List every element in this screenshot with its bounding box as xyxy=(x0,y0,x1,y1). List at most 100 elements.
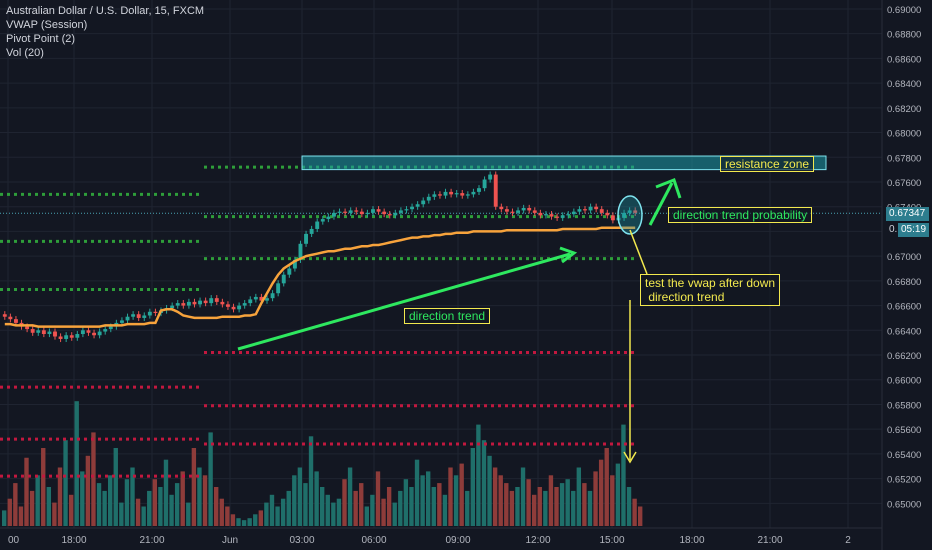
resistance-zone-label[interactable]: resistance zone xyxy=(720,156,815,172)
volume-bar xyxy=(96,483,102,526)
candle-body xyxy=(365,212,370,215)
candle-body xyxy=(225,304,230,307)
volume-bar xyxy=(108,475,113,526)
candle-body xyxy=(359,211,364,215)
candle-body xyxy=(393,212,398,216)
volume-bar xyxy=(621,424,626,526)
candle-body xyxy=(192,301,197,305)
volume-bar xyxy=(526,479,531,526)
candle-body xyxy=(449,191,454,195)
candle-body xyxy=(276,283,281,294)
volume-bar xyxy=(52,502,57,526)
time-tick-label: 18:00 xyxy=(61,535,86,546)
volume-bar xyxy=(532,494,537,526)
volume-bar xyxy=(638,506,643,526)
candle-body xyxy=(560,215,565,218)
volume-bar xyxy=(219,498,224,526)
volume-bar xyxy=(35,475,40,526)
volume-bar xyxy=(576,467,582,526)
volume-bar xyxy=(426,471,431,526)
candle-body xyxy=(181,303,186,306)
vertical-arrow-head xyxy=(623,451,637,464)
volume-bar xyxy=(598,459,604,526)
direction-trend-label[interactable]: direction trend xyxy=(404,308,491,324)
volume-bar xyxy=(571,490,576,526)
volume-bar xyxy=(147,490,152,526)
volume-bar xyxy=(269,494,275,526)
candle-body xyxy=(599,209,604,213)
price-tick-label: 0.68200 xyxy=(887,104,921,115)
candle-body xyxy=(482,179,487,189)
volume-bar xyxy=(565,479,570,526)
candle-body xyxy=(170,305,175,309)
candle-body xyxy=(53,331,57,337)
candle-body xyxy=(108,326,113,330)
volume-bar xyxy=(610,475,615,526)
candle-body xyxy=(30,329,35,333)
volume-bar xyxy=(152,479,158,526)
candle-body xyxy=(86,330,91,333)
candle-body xyxy=(527,207,532,211)
volume-bar xyxy=(559,483,565,526)
volume-bar xyxy=(308,436,314,526)
candle-body xyxy=(337,211,342,213)
price-tick-label: 0.67800 xyxy=(887,153,921,164)
indicator-pivot[interactable]: Pivot Point (2) xyxy=(6,33,76,45)
time-tick-label: 09:00 xyxy=(445,535,470,546)
volume-bar xyxy=(453,475,459,526)
direction-trend-probability-label[interactable]: direction trend probability xyxy=(668,207,813,223)
volume-bar xyxy=(520,467,526,526)
volume-bar xyxy=(604,448,609,526)
candle-body xyxy=(510,211,515,213)
candle-body xyxy=(516,210,521,213)
candle-body xyxy=(265,298,269,301)
volume-bar xyxy=(537,487,542,526)
volume-bar xyxy=(63,440,68,526)
volume-bar xyxy=(29,490,35,526)
candle-body xyxy=(521,207,526,211)
volume-bar xyxy=(437,483,442,526)
test-vwap-line-1: test the vwap after down xyxy=(645,276,776,290)
candle-body xyxy=(465,194,470,196)
volume-bar xyxy=(280,498,286,526)
price-tick-label: 0.65800 xyxy=(887,400,921,411)
volume-bar xyxy=(593,471,598,526)
time-tick-label: 21:00 xyxy=(139,535,164,546)
candle-body xyxy=(398,210,403,213)
volume-bar xyxy=(135,498,141,526)
volume-bar xyxy=(487,455,492,526)
volume-bar xyxy=(498,475,503,526)
candle-body xyxy=(25,326,30,330)
volume-bar xyxy=(286,490,291,526)
volume-bar xyxy=(2,510,7,526)
indicator-vwap[interactable]: VWAP (Session) xyxy=(6,19,88,31)
candle-body xyxy=(304,233,309,244)
candle-body xyxy=(248,299,253,304)
volume-bar xyxy=(113,448,118,526)
volume-bar xyxy=(197,467,202,526)
candle-body xyxy=(371,209,375,213)
symbol-title[interactable]: Australian Dollar / U.S. Dollar, 15, FXC… xyxy=(6,5,205,17)
indicator-volume[interactable]: Vol (20) xyxy=(6,47,44,59)
price-tick-label: 0.65000 xyxy=(887,499,921,510)
volume-bar xyxy=(247,518,252,526)
price-tick-label: 0.67600 xyxy=(887,178,921,189)
candle-body xyxy=(209,298,214,304)
candle-body xyxy=(287,268,292,275)
volume-bar xyxy=(230,514,236,526)
volume-bar xyxy=(342,479,347,526)
test-vwap-label[interactable]: test the vwap after down direction trend xyxy=(640,274,781,306)
candle-body xyxy=(8,316,13,320)
volume-bar xyxy=(331,502,336,526)
candle-body xyxy=(41,330,46,335)
volume-bar xyxy=(24,457,29,526)
candle-body xyxy=(237,305,242,310)
volume-bar xyxy=(225,506,230,526)
volume-bar xyxy=(41,448,46,526)
volume-bar xyxy=(492,467,498,526)
volume-bar xyxy=(386,487,392,526)
candle-body xyxy=(92,332,97,336)
volume-bar xyxy=(258,510,264,526)
